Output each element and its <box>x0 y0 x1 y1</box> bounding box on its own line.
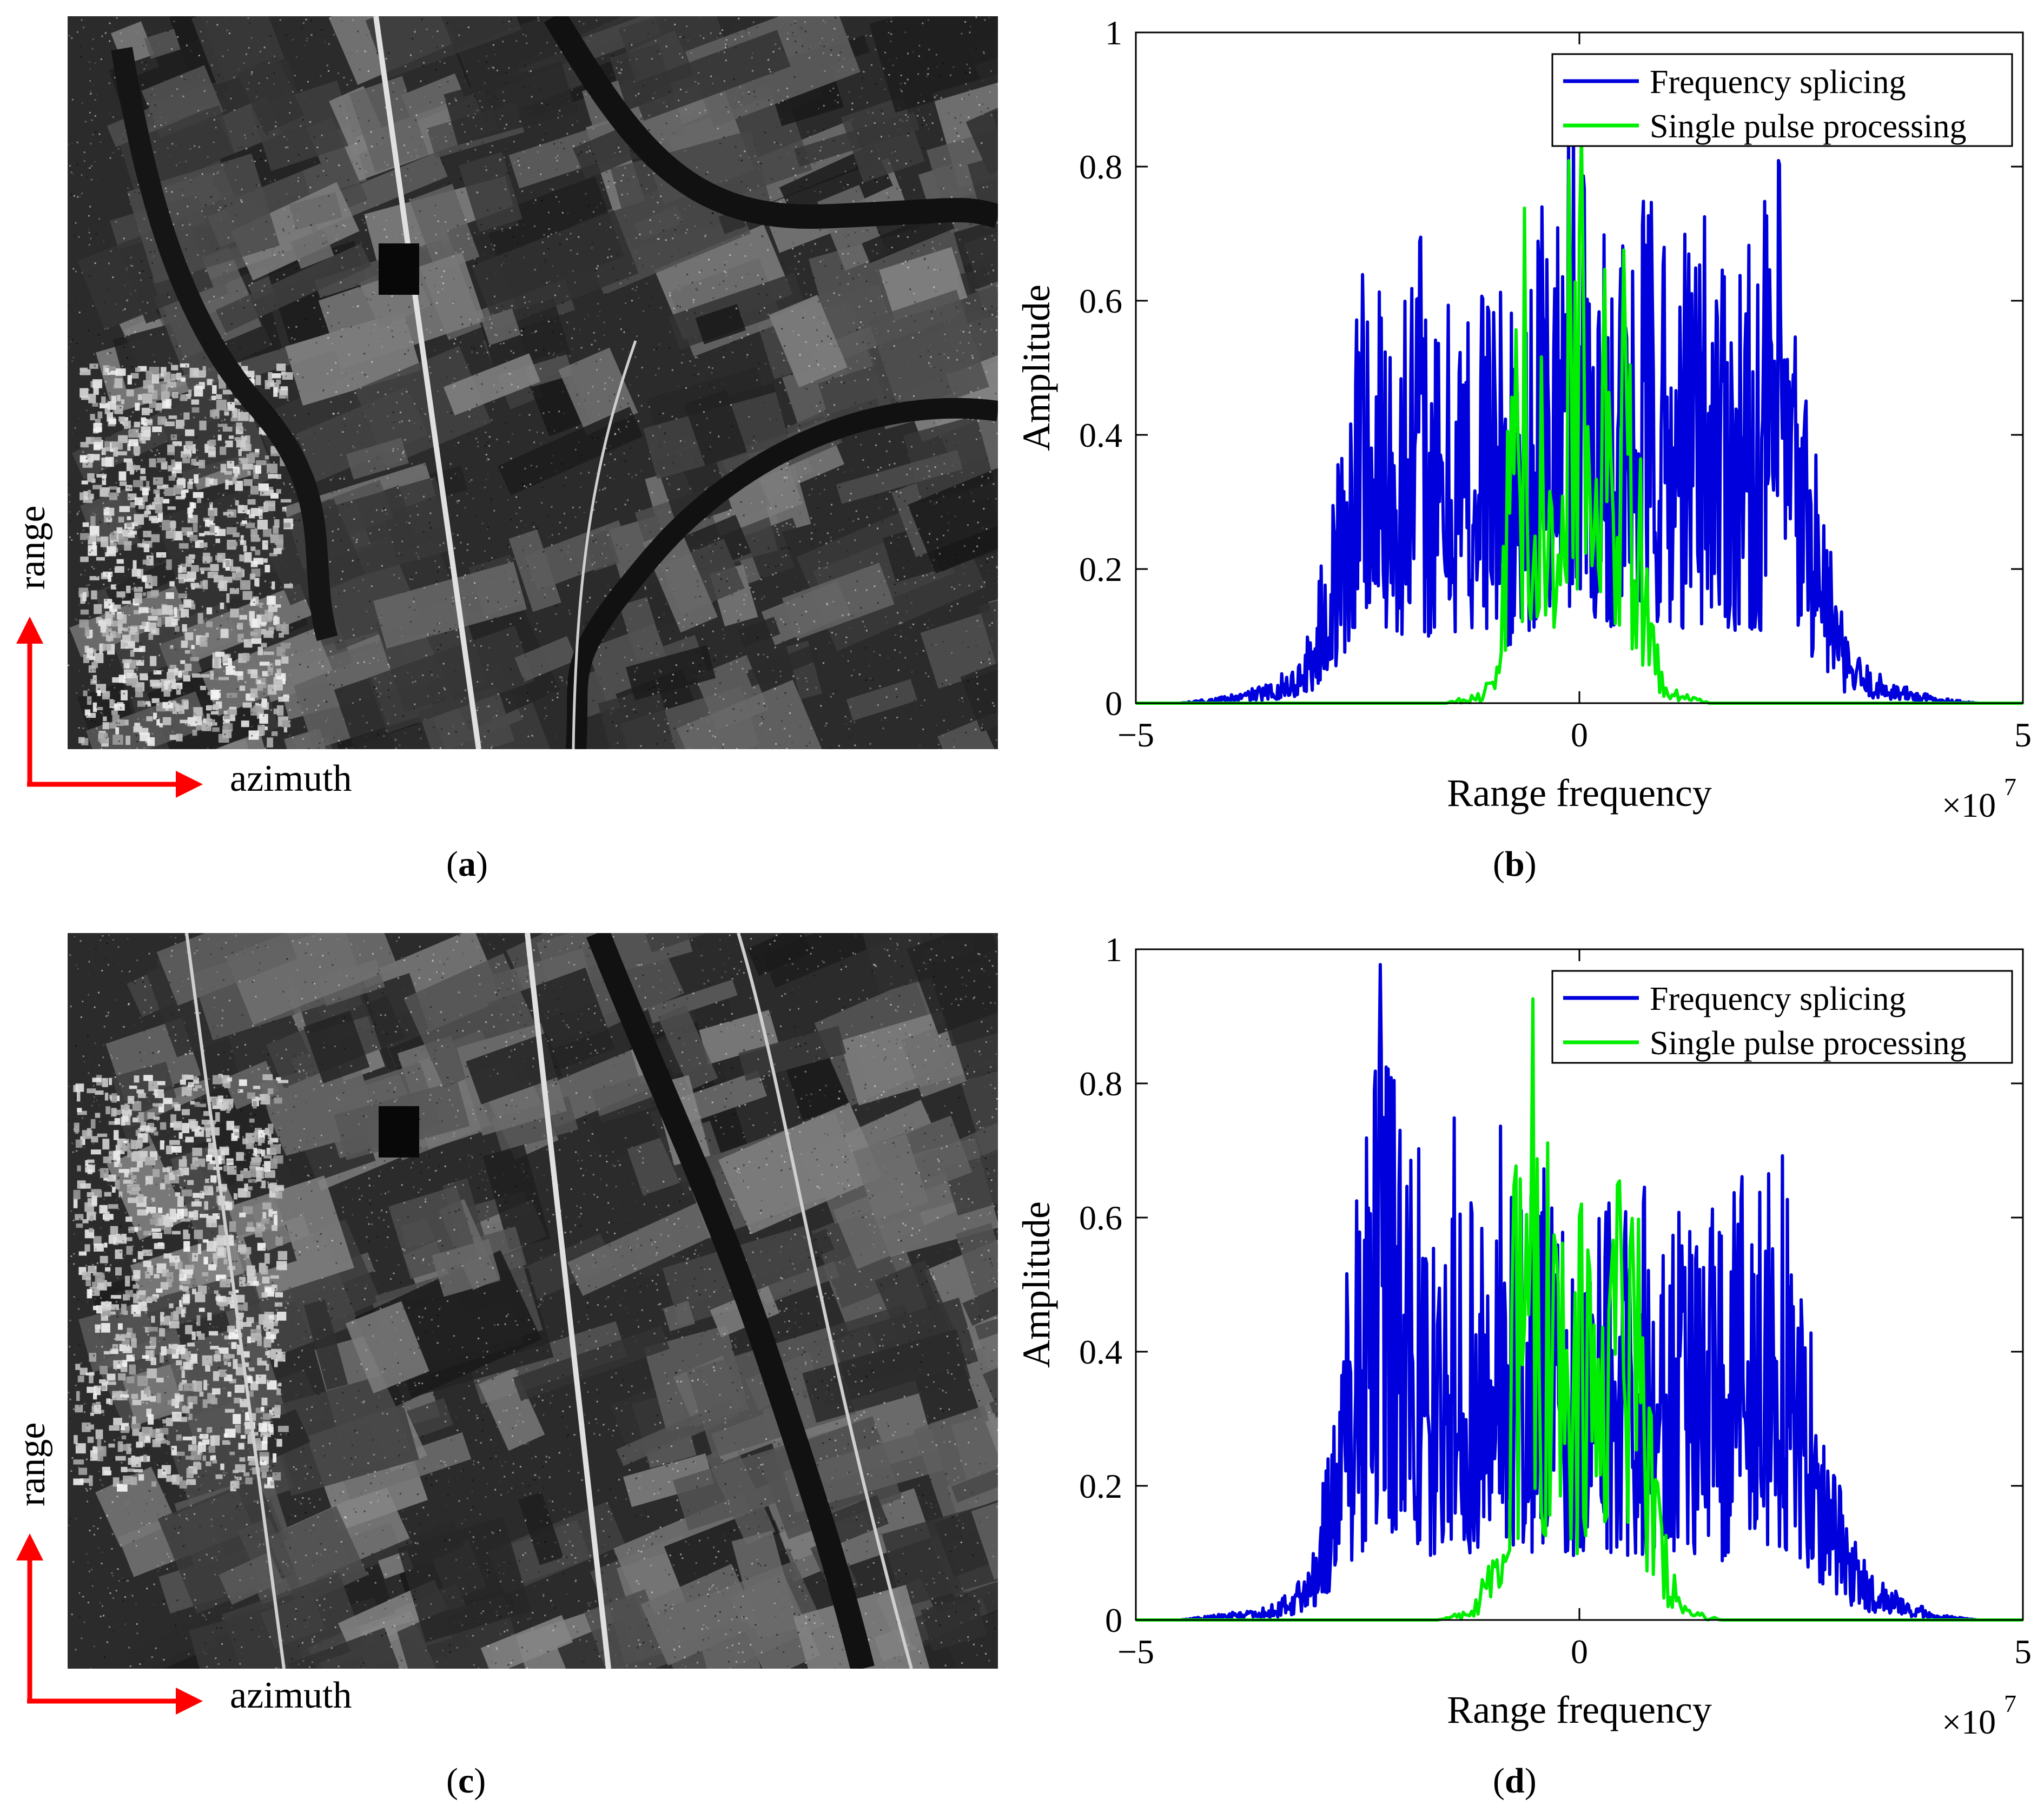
sar-image-a-canvas <box>68 16 998 749</box>
x-tick-label: 0 <box>1571 716 1588 754</box>
legend-label-1: Frequency splicing <box>1650 981 1906 1017</box>
y-axis-label: Amplitude <box>1015 1201 1058 1368</box>
x-multiplier-exponent: 7 <box>2004 1690 2016 1717</box>
azimuth-arrow-head-c <box>176 1688 203 1715</box>
x-multiplier-exponent: 7 <box>2004 773 2016 801</box>
caption-a: (a) <box>446 844 488 884</box>
x-multiplier: ×10 <box>1942 786 1996 824</box>
legend-label-1: Frequency splicing <box>1650 64 1906 101</box>
y-tick-label: 0 <box>1105 684 1122 723</box>
azimuth-arrow-head-a <box>176 771 203 798</box>
y-tick-label: 0.2 <box>1079 550 1122 588</box>
legend: Frequency splicing Single pulse processin… <box>1551 970 2013 1064</box>
x-tick-label: −5 <box>1117 716 1154 754</box>
y-tick-label: 0.6 <box>1079 282 1122 320</box>
x-axis-label: Range frequency <box>1447 771 1712 815</box>
x-axis-label: Range frequency <box>1447 1688 1712 1731</box>
caption-c: (c) <box>446 1761 486 1801</box>
y-tick-label: 1 <box>1105 930 1122 969</box>
x-tick-label: 5 <box>2014 716 2032 754</box>
series-2-line <box>1136 132 2023 705</box>
sar-texture <box>68 933 998 1669</box>
axis-arrows-a <box>16 617 203 798</box>
x-tick-label: −5 <box>1117 1632 1154 1671</box>
range-arrow-head-a <box>16 617 43 644</box>
sar-image-c <box>68 933 998 1669</box>
range-label-c: range <box>11 1422 53 1506</box>
y-axis-label: Amplitude <box>1015 285 1058 451</box>
sar-texture <box>68 16 998 749</box>
legend-box <box>1551 970 2013 1064</box>
azimuth-label-c: azimuth <box>230 1675 352 1716</box>
y-tick-label: 0.4 <box>1079 1333 1122 1371</box>
axis-arrows-c <box>16 1533 203 1715</box>
azimuth-label-a: azimuth <box>230 758 352 799</box>
range-label-a: range <box>11 505 53 590</box>
y-tick-label: 0.4 <box>1079 416 1122 454</box>
legend: Frequency splicing Single pulse processin… <box>1551 53 2013 147</box>
sar-image-c-canvas <box>68 933 998 1669</box>
y-tick-label: 0.2 <box>1079 1467 1122 1505</box>
y-tick-label: 0 <box>1105 1601 1122 1639</box>
range-arrow-head-c <box>16 1533 43 1560</box>
legend-label-2: Single pulse processing <box>1650 1025 1967 1062</box>
x-tick-label: 0 <box>1571 1632 1588 1671</box>
caption-d: (d) <box>1493 1761 1537 1801</box>
x-tick-label: 5 <box>2014 1632 2032 1671</box>
sar-image-a <box>68 16 998 749</box>
caption-b: (b) <box>1493 844 1537 884</box>
legend-box <box>1551 53 2013 147</box>
legend-label-2: Single pulse processing <box>1650 108 1967 145</box>
y-tick-label: 0.8 <box>1079 148 1122 186</box>
y-tick-label: 0.8 <box>1079 1064 1122 1103</box>
y-tick-label: 1 <box>1105 14 1122 52</box>
y-tick-label: 0.6 <box>1079 1199 1122 1237</box>
x-multiplier: ×10 <box>1942 1703 1996 1741</box>
